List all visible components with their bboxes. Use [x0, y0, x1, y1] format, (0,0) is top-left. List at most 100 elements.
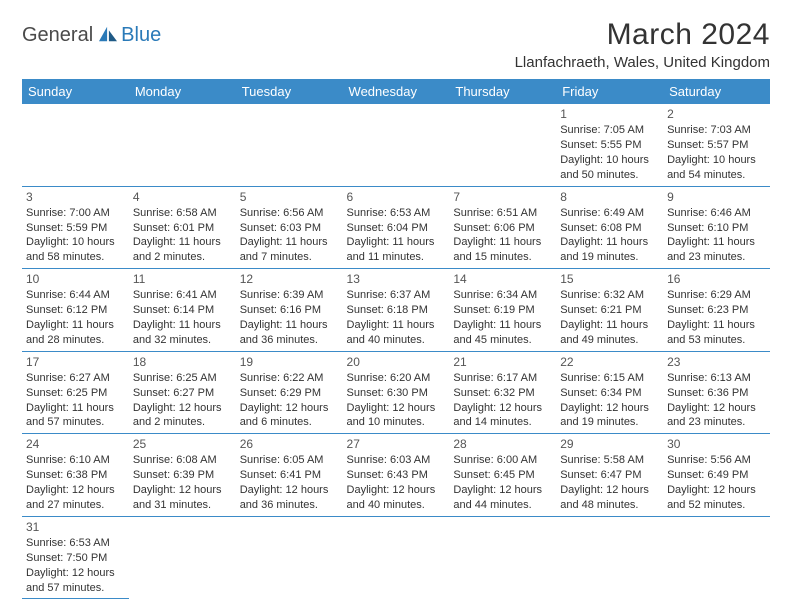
sunset-text: Sunset: 6:12 PM: [26, 303, 125, 318]
calendar-row: 31Sunrise: 6:53 AMSunset: 7:50 PMDayligh…: [22, 516, 770, 599]
calendar-day-cell: 26Sunrise: 6:05 AMSunset: 6:41 PMDayligh…: [236, 434, 343, 517]
calendar-row: 1Sunrise: 7:05 AMSunset: 5:55 PMDaylight…: [22, 104, 770, 186]
sunrise-text: Sunrise: 5:58 AM: [560, 453, 659, 468]
sunrise-text: Sunrise: 6:51 AM: [453, 206, 552, 221]
calendar-day-cell: 31Sunrise: 6:53 AMSunset: 7:50 PMDayligh…: [22, 516, 129, 599]
day-number: 24: [26, 436, 125, 452]
calendar-day-cell: 5Sunrise: 6:56 AMSunset: 6:03 PMDaylight…: [236, 186, 343, 269]
sunrise-text: Sunrise: 6:15 AM: [560, 371, 659, 386]
weekday-header: Sunday: [22, 79, 129, 104]
weekday-header: Tuesday: [236, 79, 343, 104]
title-block: March 2024 Llanfachraeth, Wales, United …: [515, 18, 770, 71]
daylight-text: Daylight: 11 hours and 23 minutes.: [667, 235, 766, 265]
sunset-text: Sunset: 7:50 PM: [26, 551, 125, 566]
sunrise-text: Sunrise: 6:53 AM: [26, 536, 125, 551]
calendar-day-cell: 21Sunrise: 6:17 AMSunset: 6:32 PMDayligh…: [449, 351, 556, 434]
sunset-text: Sunset: 6:27 PM: [133, 386, 232, 401]
calendar-empty-cell: [343, 516, 450, 599]
sunrise-text: Sunrise: 6:53 AM: [347, 206, 446, 221]
daylight-text: Daylight: 11 hours and 57 minutes.: [26, 401, 125, 431]
location-subtitle: Llanfachraeth, Wales, United Kingdom: [515, 54, 770, 71]
calendar-day-cell: 9Sunrise: 6:46 AMSunset: 6:10 PMDaylight…: [663, 186, 770, 269]
day-number: 22: [560, 354, 659, 370]
calendar-day-cell: 6Sunrise: 6:53 AMSunset: 6:04 PMDaylight…: [343, 186, 450, 269]
sunrise-text: Sunrise: 6:17 AM: [453, 371, 552, 386]
day-number: 4: [133, 189, 232, 205]
calendar-day-cell: 7Sunrise: 6:51 AMSunset: 6:06 PMDaylight…: [449, 186, 556, 269]
sunset-text: Sunset: 6:45 PM: [453, 468, 552, 483]
calendar-table: Sunday Monday Tuesday Wednesday Thursday…: [22, 79, 770, 599]
calendar-day-cell: 8Sunrise: 6:49 AMSunset: 6:08 PMDaylight…: [556, 186, 663, 269]
sunrise-text: Sunrise: 6:46 AM: [667, 206, 766, 221]
sunset-text: Sunset: 6:04 PM: [347, 221, 446, 236]
sunset-text: Sunset: 5:57 PM: [667, 138, 766, 153]
day-number: 7: [453, 189, 552, 205]
daylight-text: Daylight: 12 hours and 44 minutes.: [453, 483, 552, 513]
calendar-day-cell: 30Sunrise: 5:56 AMSunset: 6:49 PMDayligh…: [663, 434, 770, 517]
sunrise-text: Sunrise: 6:44 AM: [26, 288, 125, 303]
daylight-text: Daylight: 10 hours and 50 minutes.: [560, 153, 659, 183]
sunset-text: Sunset: 6:16 PM: [240, 303, 339, 318]
sunset-text: Sunset: 5:55 PM: [560, 138, 659, 153]
day-number: 11: [133, 271, 232, 287]
logo-text-blue: Blue: [121, 24, 161, 47]
calendar-row: 17Sunrise: 6:27 AMSunset: 6:25 PMDayligh…: [22, 351, 770, 434]
daylight-text: Daylight: 12 hours and 36 minutes.: [240, 483, 339, 513]
day-number: 15: [560, 271, 659, 287]
calendar-day-cell: 20Sunrise: 6:20 AMSunset: 6:30 PMDayligh…: [343, 351, 450, 434]
daylight-text: Daylight: 10 hours and 54 minutes.: [667, 153, 766, 183]
day-number: 27: [347, 436, 446, 452]
day-number: 29: [560, 436, 659, 452]
weekday-header: Saturday: [663, 79, 770, 104]
sunset-text: Sunset: 6:23 PM: [667, 303, 766, 318]
calendar-day-cell: 2Sunrise: 7:03 AMSunset: 5:57 PMDaylight…: [663, 104, 770, 186]
sunset-text: Sunset: 6:38 PM: [26, 468, 125, 483]
month-title: March 2024: [515, 18, 770, 52]
weekday-header-row: Sunday Monday Tuesday Wednesday Thursday…: [22, 79, 770, 104]
calendar-empty-cell: [236, 516, 343, 599]
day-number: 13: [347, 271, 446, 287]
calendar-row: 3Sunrise: 7:00 AMSunset: 5:59 PMDaylight…: [22, 186, 770, 269]
calendar-empty-cell: [343, 104, 450, 186]
calendar-empty-cell: [22, 104, 129, 186]
sunset-text: Sunset: 6:08 PM: [560, 221, 659, 236]
sunrise-text: Sunrise: 6:58 AM: [133, 206, 232, 221]
sunrise-text: Sunrise: 6:03 AM: [347, 453, 446, 468]
day-number: 1: [560, 106, 659, 122]
sunrise-text: Sunrise: 5:56 AM: [667, 453, 766, 468]
day-number: 16: [667, 271, 766, 287]
day-number: 17: [26, 354, 125, 370]
daylight-text: Daylight: 12 hours and 6 minutes.: [240, 401, 339, 431]
sunrise-text: Sunrise: 6:00 AM: [453, 453, 552, 468]
daylight-text: Daylight: 11 hours and 45 minutes.: [453, 318, 552, 348]
calendar-day-cell: 10Sunrise: 6:44 AMSunset: 6:12 PMDayligh…: [22, 269, 129, 352]
day-number: 6: [347, 189, 446, 205]
sunset-text: Sunset: 6:32 PM: [453, 386, 552, 401]
sunset-text: Sunset: 6:36 PM: [667, 386, 766, 401]
daylight-text: Daylight: 11 hours and 49 minutes.: [560, 318, 659, 348]
weekday-header: Wednesday: [343, 79, 450, 104]
daylight-text: Daylight: 11 hours and 28 minutes.: [26, 318, 125, 348]
sunrise-text: Sunrise: 6:37 AM: [347, 288, 446, 303]
sunrise-text: Sunrise: 6:27 AM: [26, 371, 125, 386]
sunset-text: Sunset: 6:01 PM: [133, 221, 232, 236]
calendar-day-cell: 13Sunrise: 6:37 AMSunset: 6:18 PMDayligh…: [343, 269, 450, 352]
sunset-text: Sunset: 6:29 PM: [240, 386, 339, 401]
day-number: 5: [240, 189, 339, 205]
sunrise-text: Sunrise: 7:05 AM: [560, 123, 659, 138]
calendar-day-cell: 15Sunrise: 6:32 AMSunset: 6:21 PMDayligh…: [556, 269, 663, 352]
sunset-text: Sunset: 6:41 PM: [240, 468, 339, 483]
day-number: 2: [667, 106, 766, 122]
calendar-day-cell: 23Sunrise: 6:13 AMSunset: 6:36 PMDayligh…: [663, 351, 770, 434]
daylight-text: Daylight: 11 hours and 15 minutes.: [453, 235, 552, 265]
sunrise-text: Sunrise: 6:25 AM: [133, 371, 232, 386]
calendar-empty-cell: [129, 104, 236, 186]
calendar-row: 10Sunrise: 6:44 AMSunset: 6:12 PMDayligh…: [22, 269, 770, 352]
day-number: 21: [453, 354, 552, 370]
calendar-empty-cell: [449, 516, 556, 599]
calendar-day-cell: 3Sunrise: 7:00 AMSunset: 5:59 PMDaylight…: [22, 186, 129, 269]
calendar-day-cell: 27Sunrise: 6:03 AMSunset: 6:43 PMDayligh…: [343, 434, 450, 517]
daylight-text: Daylight: 12 hours and 31 minutes.: [133, 483, 232, 513]
daylight-text: Daylight: 11 hours and 2 minutes.: [133, 235, 232, 265]
calendar-day-cell: 25Sunrise: 6:08 AMSunset: 6:39 PMDayligh…: [129, 434, 236, 517]
